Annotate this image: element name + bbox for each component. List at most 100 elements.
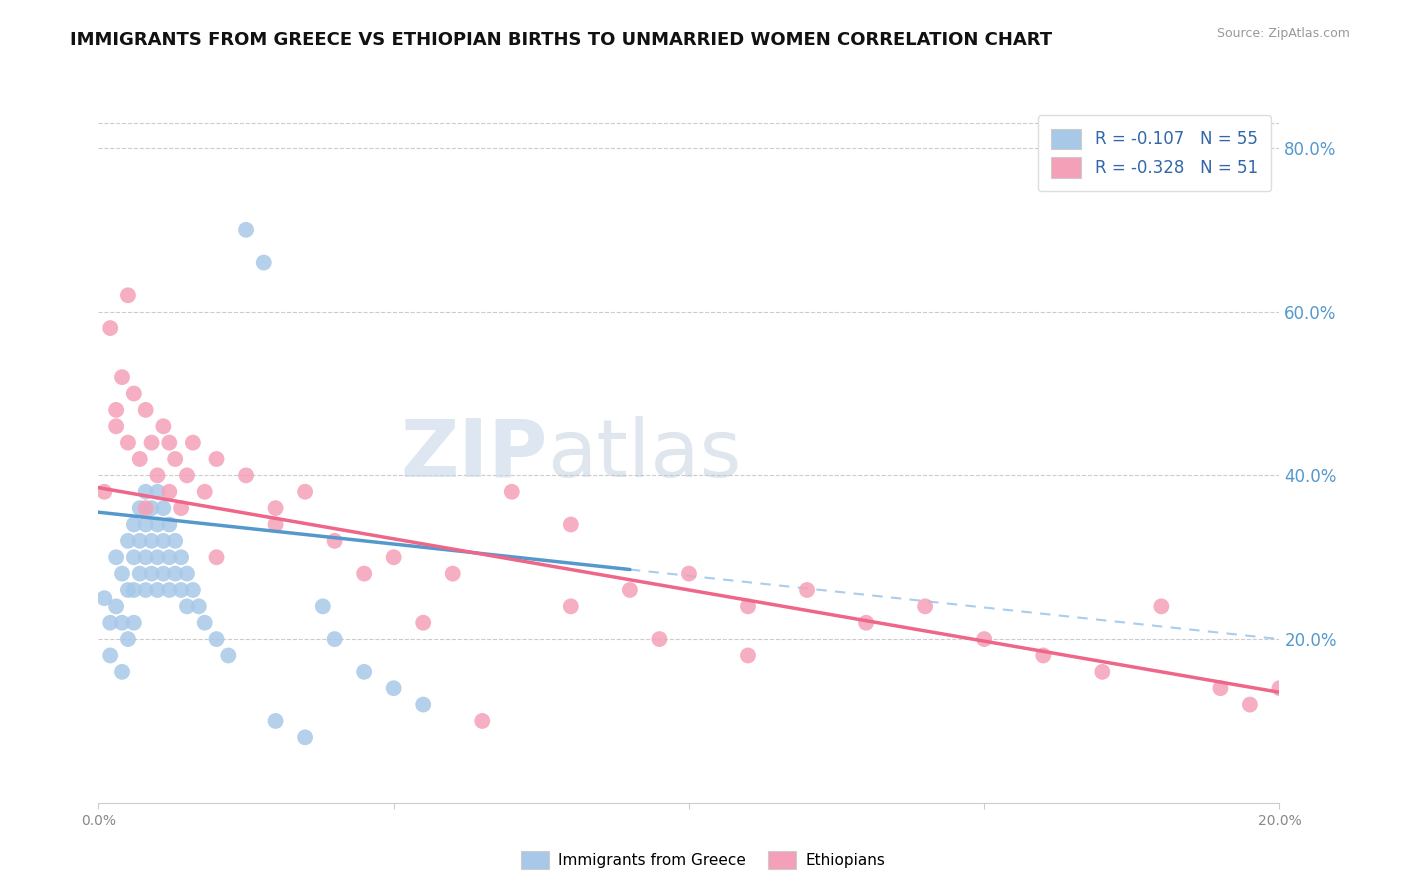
- Point: [135, 582, 157, 597]
- Point: [560, 599, 582, 614]
- Point: [176, 468, 198, 483]
- Point: [135, 403, 157, 417]
- Point: [737, 648, 759, 663]
- Point: [105, 550, 128, 565]
- Point: [117, 632, 139, 646]
- Point: [253, 255, 276, 269]
- Point: [93, 484, 115, 499]
- Point: [111, 566, 134, 581]
- Point: [141, 435, 163, 450]
- Point: [98, 321, 121, 335]
- Point: [412, 615, 434, 630]
- Point: [135, 501, 157, 516]
- Point: [122, 615, 145, 630]
- Point: [855, 615, 877, 630]
- Point: [128, 566, 150, 581]
- Point: [105, 599, 128, 614]
- Point: [737, 599, 759, 614]
- Point: [122, 550, 145, 565]
- Point: [181, 582, 204, 597]
- Point: [135, 517, 157, 532]
- Point: [264, 714, 287, 728]
- Point: [194, 484, 217, 499]
- Point: [122, 517, 145, 532]
- Point: [117, 288, 139, 302]
- Text: IMMIGRANTS FROM GREECE VS ETHIOPIAN BIRTHS TO UNMARRIED WOMEN CORRELATION CHART: IMMIGRANTS FROM GREECE VS ETHIOPIAN BIRT…: [70, 31, 1053, 49]
- Point: [264, 501, 287, 516]
- Legend: R = -0.107   N = 55, R = -0.328   N = 51: R = -0.107 N = 55, R = -0.328 N = 51: [1038, 115, 1271, 191]
- Point: [117, 435, 139, 450]
- Point: [205, 452, 228, 467]
- Point: [170, 501, 193, 516]
- Point: [353, 566, 375, 581]
- Point: [157, 550, 180, 565]
- Point: [157, 484, 180, 499]
- Point: [105, 419, 128, 434]
- Point: [648, 632, 671, 646]
- Point: [1150, 599, 1173, 614]
- Point: [146, 468, 169, 483]
- Point: [141, 501, 163, 516]
- Point: [235, 468, 257, 483]
- Point: [152, 501, 174, 516]
- Point: [1239, 698, 1261, 712]
- Point: [122, 582, 145, 597]
- Text: ZIP: ZIP: [399, 416, 547, 494]
- Point: [187, 599, 209, 614]
- Text: 20.0%: 20.0%: [1257, 814, 1302, 828]
- Point: [501, 484, 523, 499]
- Point: [217, 648, 239, 663]
- Point: [157, 582, 180, 597]
- Point: [111, 615, 134, 630]
- Point: [382, 550, 405, 565]
- Point: [235, 223, 257, 237]
- Point: [152, 566, 174, 581]
- Point: [98, 648, 121, 663]
- Point: [152, 533, 174, 548]
- Point: [98, 615, 121, 630]
- Point: [165, 452, 187, 467]
- Point: [1268, 681, 1291, 696]
- Point: [128, 533, 150, 548]
- Point: [128, 452, 150, 467]
- Point: [382, 681, 405, 696]
- Point: [105, 403, 128, 417]
- Point: [176, 599, 198, 614]
- Point: [93, 591, 115, 606]
- Point: [441, 566, 464, 581]
- Point: [973, 632, 995, 646]
- Point: [135, 550, 157, 565]
- Text: Source: ZipAtlas.com: Source: ZipAtlas.com: [1216, 27, 1350, 40]
- Point: [1032, 648, 1054, 663]
- Point: [1209, 681, 1232, 696]
- Point: [117, 582, 139, 597]
- Text: atlas: atlas: [547, 416, 741, 494]
- Legend: Immigrants from Greece, Ethiopians: Immigrants from Greece, Ethiopians: [515, 845, 891, 875]
- Point: [323, 632, 346, 646]
- Point: [122, 386, 145, 401]
- Text: 0.0%: 0.0%: [82, 814, 115, 828]
- Point: [294, 731, 316, 745]
- Point: [135, 484, 157, 499]
- Point: [176, 566, 198, 581]
- Point: [181, 435, 204, 450]
- Point: [146, 517, 169, 532]
- Point: [146, 484, 169, 499]
- Point: [152, 419, 174, 434]
- Point: [412, 698, 434, 712]
- Point: [141, 533, 163, 548]
- Point: [157, 517, 180, 532]
- Point: [157, 435, 180, 450]
- Point: [619, 582, 641, 597]
- Point: [323, 533, 346, 548]
- Point: [205, 632, 228, 646]
- Point: [170, 582, 193, 597]
- Point: [294, 484, 316, 499]
- Point: [194, 615, 217, 630]
- Point: [111, 370, 134, 384]
- Point: [165, 566, 187, 581]
- Point: [117, 533, 139, 548]
- Point: [170, 550, 193, 565]
- Point: [111, 665, 134, 679]
- Point: [796, 582, 818, 597]
